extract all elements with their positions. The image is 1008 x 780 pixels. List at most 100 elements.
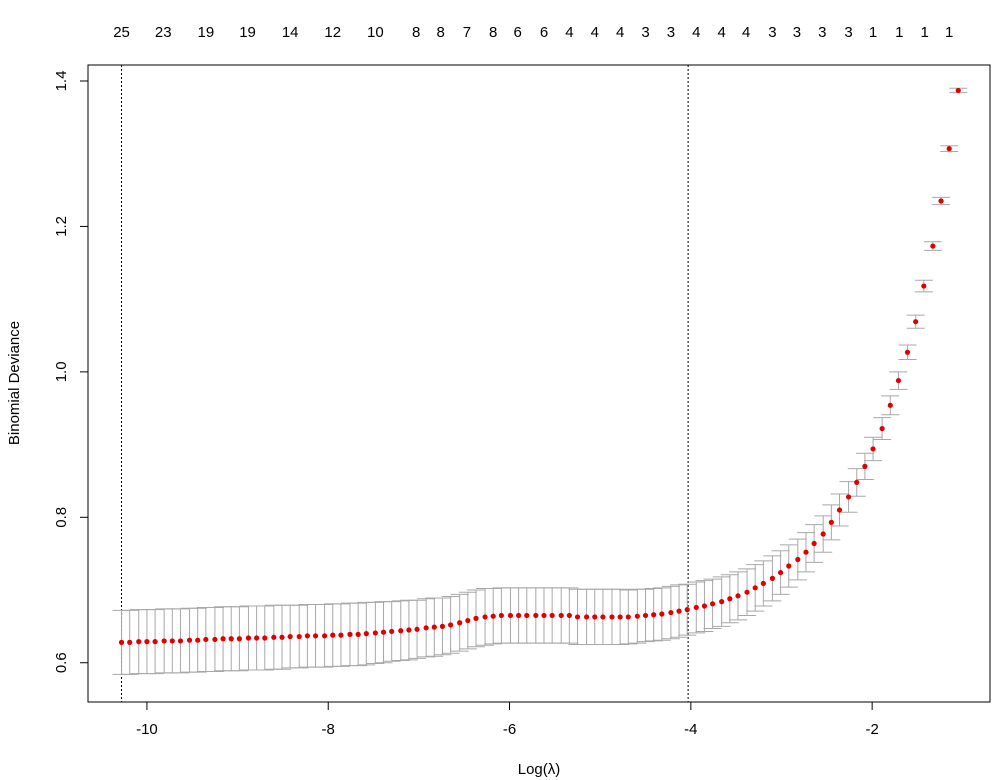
top-tick-label: 4 xyxy=(742,24,750,41)
point xyxy=(930,243,936,249)
point xyxy=(735,593,741,599)
point xyxy=(592,614,598,620)
point xyxy=(955,87,961,94)
point xyxy=(533,612,539,619)
top-tick-label: 1 xyxy=(945,24,953,41)
top-tick-label: 8 xyxy=(489,24,497,41)
point xyxy=(583,614,590,620)
top-tick-label: 4 xyxy=(591,24,599,41)
top-tick-label: 3 xyxy=(818,24,826,41)
point xyxy=(144,639,150,645)
point xyxy=(177,638,184,644)
point xyxy=(828,519,834,525)
point xyxy=(465,617,471,624)
point xyxy=(296,633,302,640)
point xyxy=(634,613,640,619)
point xyxy=(490,613,496,619)
point xyxy=(304,633,310,639)
point xyxy=(347,631,353,637)
point xyxy=(457,620,463,626)
point xyxy=(913,319,919,325)
point xyxy=(516,612,522,619)
point xyxy=(118,639,125,645)
point xyxy=(769,575,776,581)
point xyxy=(312,633,319,639)
point xyxy=(845,494,852,500)
point xyxy=(431,624,437,630)
point xyxy=(938,198,944,204)
point xyxy=(127,639,133,645)
point xyxy=(895,377,902,384)
point xyxy=(642,612,649,619)
point xyxy=(574,614,581,620)
top-tick-label: 4 xyxy=(616,24,624,41)
top-tick-label: 3 xyxy=(768,24,776,41)
x-tick-label: -10 xyxy=(136,721,158,738)
x-axis-label: Log(λ) xyxy=(518,761,561,778)
x-tick-label: -2 xyxy=(865,721,878,738)
point xyxy=(795,556,801,563)
point xyxy=(777,569,784,576)
point xyxy=(448,622,454,628)
plot-box xyxy=(87,64,991,703)
point xyxy=(287,633,293,640)
point xyxy=(398,628,404,634)
point xyxy=(651,612,657,618)
point xyxy=(338,632,344,638)
y-tick-label: 1.4 xyxy=(53,71,70,92)
top-tick-label: 3 xyxy=(793,24,801,41)
point xyxy=(498,612,504,619)
top-tick-label: 4 xyxy=(692,24,700,41)
point xyxy=(600,614,606,620)
point xyxy=(414,626,420,632)
point xyxy=(904,349,911,355)
point xyxy=(228,636,234,642)
point xyxy=(946,146,952,152)
point xyxy=(693,604,699,611)
point xyxy=(836,507,843,513)
point xyxy=(406,627,412,633)
point xyxy=(152,639,158,645)
point xyxy=(279,634,285,640)
top-tick-label: 4 xyxy=(717,24,725,41)
point xyxy=(862,463,868,469)
point xyxy=(676,608,682,614)
point xyxy=(473,615,479,621)
point xyxy=(921,283,927,289)
point xyxy=(625,614,631,620)
point xyxy=(271,634,277,640)
top-tick-label: 6 xyxy=(540,24,548,41)
x-tick-label: -8 xyxy=(322,721,335,738)
top-tick-label: 3 xyxy=(667,24,675,41)
point xyxy=(541,612,547,619)
top-tick-label: 12 xyxy=(324,24,341,41)
point xyxy=(380,629,387,635)
top-tick-label: 3 xyxy=(844,24,852,41)
y-tick-label: 0.8 xyxy=(53,507,70,528)
top-tick-label: 23 xyxy=(155,24,172,41)
point xyxy=(760,580,766,587)
top-tick-label: 10 xyxy=(367,24,384,41)
point xyxy=(879,425,885,432)
y-tick-label: 1.2 xyxy=(53,216,70,237)
point xyxy=(870,446,876,452)
point xyxy=(549,612,555,619)
point xyxy=(820,531,826,537)
point xyxy=(887,402,893,408)
top-tick-label: 25 xyxy=(113,24,130,41)
point xyxy=(617,614,623,620)
point xyxy=(161,638,167,644)
top-tick-label: 1 xyxy=(895,24,903,41)
point xyxy=(811,540,817,547)
point xyxy=(245,635,252,641)
top-tick-label: 7 xyxy=(463,24,471,41)
point xyxy=(710,601,716,607)
point xyxy=(212,636,218,643)
top-tick-label: 19 xyxy=(198,24,215,41)
top-tick-label: 6 xyxy=(514,24,522,41)
point xyxy=(566,612,572,619)
point xyxy=(659,611,665,617)
point xyxy=(744,589,750,595)
y-tick-label: 0.6 xyxy=(53,652,70,673)
point xyxy=(169,638,175,644)
